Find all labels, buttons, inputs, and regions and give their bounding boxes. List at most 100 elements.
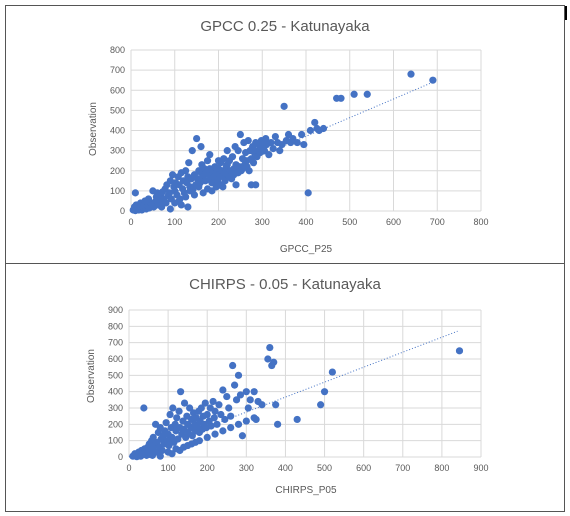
data-point <box>221 415 229 424</box>
x-tick-label: 400 <box>298 217 313 227</box>
data-point <box>225 404 233 412</box>
data-point <box>223 392 231 401</box>
data-point <box>271 132 279 141</box>
y-tick-label: 700 <box>110 65 125 75</box>
data-point <box>156 452 164 460</box>
y-tick-label: 500 <box>108 370 123 380</box>
data-point <box>231 381 239 389</box>
x-tick-labels: 0 100 200 300 400 500 600 700 800 900 <box>126 463 488 473</box>
data-point <box>264 355 272 363</box>
y-tick-label: 500 <box>110 105 125 115</box>
data-point <box>350 90 358 98</box>
data-point <box>188 147 196 155</box>
data-point <box>193 134 201 143</box>
y-tick-labels: 0 100 200 300 400 500 600 700 800 900 <box>108 305 123 462</box>
data-point <box>177 201 185 209</box>
data-point <box>174 435 182 443</box>
chart-title: GPCC 0.25 - Katunayaka <box>200 18 370 35</box>
data-point <box>223 161 231 169</box>
data-point <box>213 420 221 428</box>
data-point <box>191 438 200 446</box>
data-point <box>236 130 244 139</box>
data-point <box>265 151 273 159</box>
data-point <box>197 404 205 412</box>
data-point <box>215 401 223 409</box>
data-point <box>266 343 274 352</box>
data-point <box>180 399 189 407</box>
data-point <box>149 433 157 441</box>
x-tick-label: 200 <box>211 217 226 227</box>
x-axis-title: CHIRPS_P05 <box>275 485 337 496</box>
x-tick-label: 300 <box>239 463 254 473</box>
x-tick-label: 900 <box>473 463 488 473</box>
x-tick-label: 400 <box>278 463 293 473</box>
y-tick-label: 700 <box>108 338 123 348</box>
x-tick-label: 0 <box>126 463 131 473</box>
y-tick-label: 100 <box>110 186 125 196</box>
data-point <box>258 401 266 409</box>
x-tick-label: 200 <box>200 463 215 473</box>
chart-title: CHIRPS - 0.05 - Katunayaka <box>189 276 381 293</box>
x-tick-label: 500 <box>317 463 332 473</box>
data-point <box>272 401 280 409</box>
data-point <box>185 159 193 167</box>
data-point <box>298 130 306 139</box>
data-point <box>250 414 258 422</box>
data-point <box>270 358 278 366</box>
y-axis-title: Observation <box>86 349 97 403</box>
x-tick-label: 800 <box>434 463 449 473</box>
data-point <box>293 415 301 424</box>
data-point <box>319 124 328 133</box>
data-point <box>227 424 235 432</box>
y-tick-label: 200 <box>108 419 123 429</box>
data-point <box>244 404 252 412</box>
x-tick-label: 100 <box>167 217 182 227</box>
data-point <box>242 417 250 425</box>
data-point <box>214 157 223 165</box>
y-tick-label: 800 <box>110 45 125 55</box>
data-point <box>429 76 437 84</box>
x-tick-label: 700 <box>430 217 445 227</box>
data-point <box>158 446 166 455</box>
data-point <box>177 388 185 396</box>
data-point <box>184 441 192 450</box>
data-point <box>232 181 240 189</box>
data-point <box>276 147 284 155</box>
y-tick-label: 600 <box>108 354 123 364</box>
data-point <box>148 451 157 459</box>
data-point <box>203 410 211 419</box>
data-point <box>203 157 212 165</box>
data-point <box>186 404 194 412</box>
data-point <box>280 102 288 110</box>
data-point <box>168 171 177 179</box>
y-tick-label: 900 <box>108 305 123 315</box>
data-point <box>182 193 190 201</box>
data-point <box>210 414 218 422</box>
data-point <box>234 147 242 155</box>
data-point <box>190 191 199 199</box>
data-point <box>244 136 252 145</box>
data-point <box>166 205 174 213</box>
data-point <box>166 410 174 419</box>
x-tick-label: 800 <box>473 217 488 227</box>
y-tick-label: 300 <box>108 403 123 413</box>
data-point <box>223 147 231 155</box>
data-point <box>211 407 219 415</box>
scatter-chart-chirps: CHIRPS - 0.05 - Katunayaka 0 100 200 300 400… <box>86 276 489 496</box>
data-point <box>252 181 260 189</box>
data-point <box>158 201 166 209</box>
x-tick-label: 0 <box>128 217 133 227</box>
data-point <box>238 432 247 440</box>
data-point <box>320 388 329 396</box>
data-point <box>300 140 308 149</box>
data-point <box>184 203 192 211</box>
y-tick-label: 0 <box>118 452 123 462</box>
data-points <box>129 343 464 461</box>
data-point <box>219 386 227 394</box>
data-point <box>267 138 275 147</box>
text-cursor-icon <box>565 6 567 20</box>
data-point <box>207 422 215 430</box>
data-point <box>227 412 235 420</box>
data-point <box>228 153 237 161</box>
data-point <box>249 159 258 167</box>
